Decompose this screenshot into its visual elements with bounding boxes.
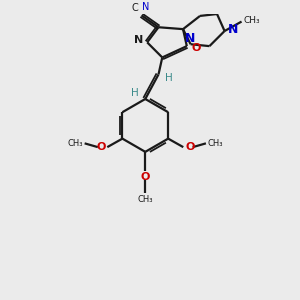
Text: CH₃: CH₃	[208, 139, 223, 148]
Text: O: O	[96, 142, 105, 152]
Text: H: H	[131, 88, 139, 98]
Text: CH₃: CH₃	[137, 195, 153, 204]
Text: C: C	[132, 3, 139, 14]
Text: H: H	[165, 73, 173, 83]
Text: O: O	[185, 142, 194, 152]
Text: CH₃: CH₃	[67, 139, 83, 148]
Text: N: N	[227, 22, 238, 36]
Text: N: N	[134, 35, 143, 46]
Text: N: N	[185, 32, 195, 45]
Text: CH₃: CH₃	[244, 16, 260, 25]
Text: O: O	[141, 172, 150, 182]
Text: O: O	[191, 43, 201, 53]
Text: N: N	[142, 2, 150, 13]
